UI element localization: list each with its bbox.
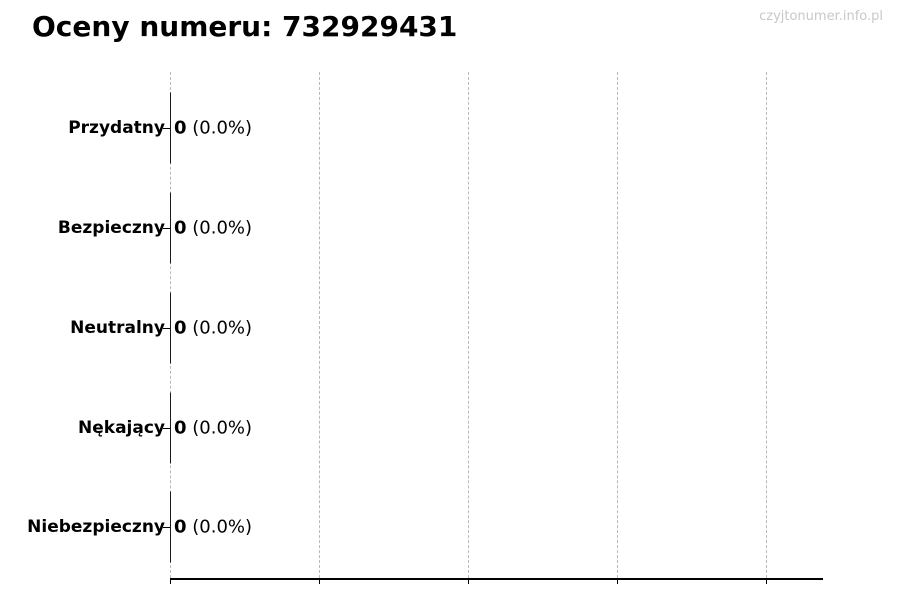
bar-value-number: 0: [174, 417, 187, 439]
gridline-3: [617, 72, 618, 578]
plot-area: [170, 72, 823, 578]
category-label: Przydatny: [68, 118, 165, 138]
watermark-label: czyjtonumer.info.pl: [759, 9, 883, 24]
x-tick-0: [170, 578, 171, 584]
bar-value-percent: (0.0%): [186, 417, 253, 439]
page-title: Oceny numeru: 732929431: [32, 10, 458, 43]
category-label: Niebezpieczny: [27, 517, 165, 537]
bar-value-label: 0 (0.0%): [174, 218, 252, 239]
bar-value-number: 0: [174, 217, 187, 239]
y-tick-mark: [163, 228, 170, 229]
x-tick-1: [319, 578, 320, 584]
bar-value-number: 0: [174, 117, 187, 139]
bar-value-label: 0 (0.0%): [174, 418, 252, 439]
gridline-2: [468, 72, 469, 578]
category-label: Bezpieczny: [57, 218, 165, 238]
bar-value-percent: (0.0%): [186, 317, 253, 339]
category-label: Nękający: [78, 418, 165, 438]
bar: [170, 92, 171, 164]
bar: [170, 491, 171, 563]
bar: [170, 392, 171, 464]
gridline-1: [319, 72, 320, 578]
x-tick-4: [766, 578, 767, 584]
bar-value-label: 0 (0.0%): [174, 118, 252, 139]
bar-value-percent: (0.0%): [186, 516, 253, 538]
y-tick-mark: [163, 527, 170, 528]
y-tick-mark: [163, 328, 170, 329]
y-tick-mark: [163, 128, 170, 129]
bar: [170, 292, 171, 364]
category-label: Neutralny: [70, 318, 165, 338]
gridline-4: [766, 72, 767, 578]
bar-value-number: 0: [174, 516, 187, 538]
bar: [170, 192, 171, 264]
x-tick-2: [468, 578, 469, 584]
bar-value-label: 0 (0.0%): [174, 318, 252, 339]
x-axis: [170, 578, 823, 580]
bar-value-number: 0: [174, 317, 187, 339]
bar-value-percent: (0.0%): [186, 217, 253, 239]
y-tick-mark: [163, 428, 170, 429]
bar-value-label: 0 (0.0%): [174, 517, 252, 538]
x-tick-3: [617, 578, 618, 584]
bar-value-percent: (0.0%): [186, 117, 253, 139]
